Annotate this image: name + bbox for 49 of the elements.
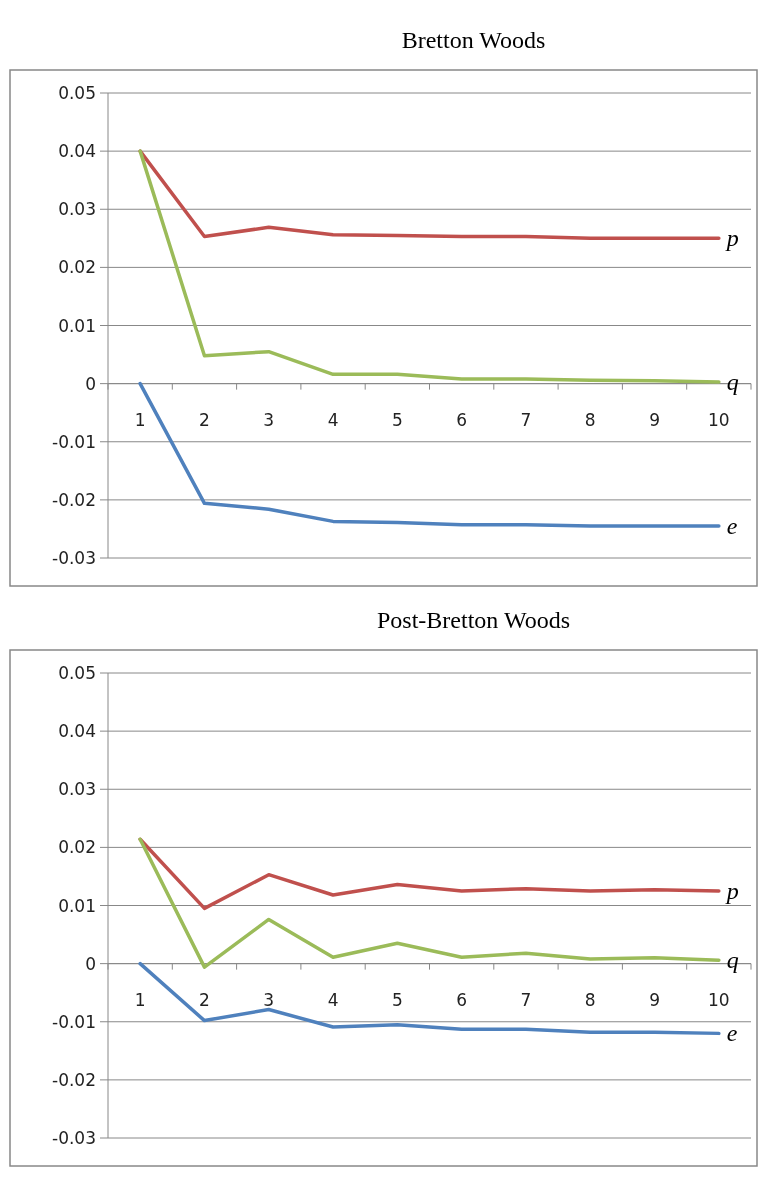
y-tick-label: -0.02	[52, 489, 96, 510]
y-tick-label: -0.01	[52, 1011, 96, 1032]
x-tick-label: 3	[263, 989, 275, 1010]
x-tick-label: 8	[584, 989, 596, 1010]
x-tick-label: 8	[584, 409, 596, 430]
line-series	[138, 149, 721, 241]
y-tick-label: 0.04	[58, 141, 96, 162]
y-tick-label: -0.03	[52, 548, 96, 568]
x-tick-label: 5	[391, 409, 403, 430]
y-tick-label: 0.03	[58, 199, 96, 220]
x-tick-label: 4	[327, 989, 339, 1010]
x-tick-label: 9	[649, 989, 660, 1010]
x-tick-label: 2	[199, 989, 210, 1010]
y-tick-label: 0.02	[58, 837, 96, 858]
line-series	[138, 837, 721, 969]
x-tick-label: 6	[456, 989, 468, 1010]
y-tick-label: 0.05	[58, 83, 96, 103]
y-tick-label: 0	[85, 373, 96, 394]
series-label: e	[726, 1020, 738, 1047]
x-tick-label: 3	[263, 409, 275, 430]
y-tick-label: 0.05	[58, 663, 96, 683]
y-tick-label: 0.01	[58, 315, 96, 336]
x-tick-label: 10	[708, 989, 730, 1010]
x-tick-label: 7	[520, 409, 532, 430]
series-label: e	[726, 513, 738, 540]
y-tick-label: -0.02	[52, 1069, 96, 1090]
x-tick-label: 6	[456, 409, 468, 430]
y-tick-label: 0.01	[58, 895, 96, 916]
series-label: p	[724, 877, 739, 904]
chart-title: Bretton Woods	[401, 27, 546, 53]
series-label: q	[726, 947, 739, 974]
x-tick-label: 1	[134, 409, 146, 430]
series-label: p	[724, 225, 739, 252]
x-tick-label: 9	[649, 409, 660, 430]
line-series	[138, 149, 721, 384]
chart-title: Post-Bretton Woods	[377, 607, 570, 633]
y-tick-label: -0.03	[52, 1128, 96, 1148]
y-tick-label: 0.03	[58, 779, 96, 800]
y-tick-label: 0.02	[58, 257, 96, 278]
x-tick-label: 2	[199, 409, 210, 430]
x-tick-label: 1	[134, 989, 146, 1010]
x-tick-label: 7	[520, 989, 532, 1010]
y-tick-label: -0.01	[52, 431, 96, 452]
series-label: q	[726, 368, 739, 395]
y-tick-label: 0	[85, 953, 96, 974]
x-tick-label: 4	[327, 409, 339, 430]
x-tick-label: 10	[708, 409, 730, 430]
y-tick-label: 0.04	[58, 721, 96, 742]
x-tick-label: 5	[391, 989, 403, 1010]
